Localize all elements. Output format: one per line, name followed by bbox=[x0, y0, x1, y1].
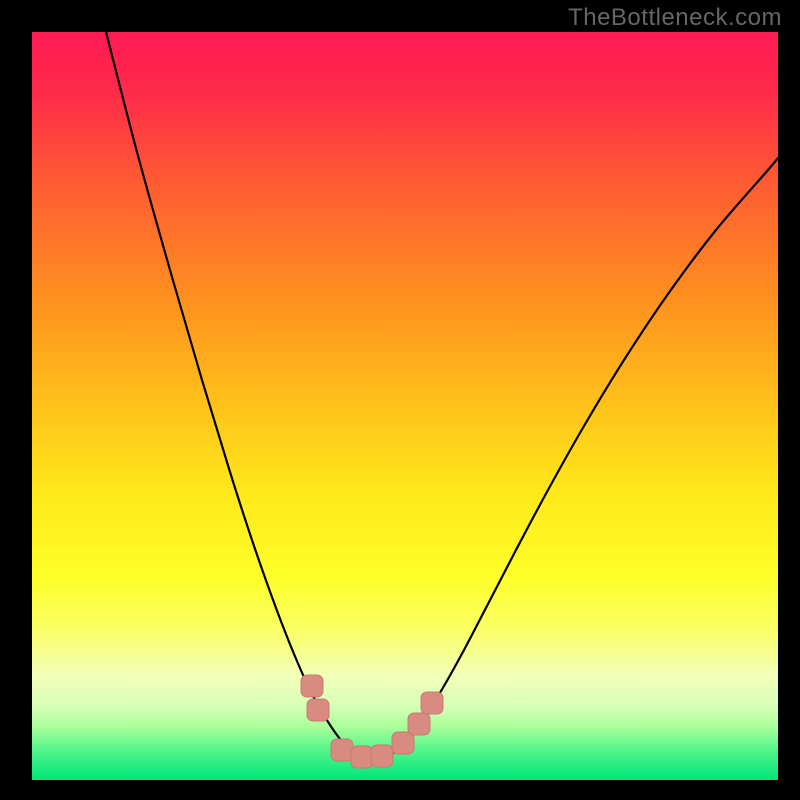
curve-marker bbox=[307, 699, 329, 721]
bottleneck-curve bbox=[106, 32, 778, 759]
chart-curve-layer bbox=[32, 32, 778, 780]
curve-marker bbox=[421, 692, 443, 714]
curve-marker bbox=[351, 746, 373, 768]
curve-marker bbox=[392, 732, 414, 754]
curve-marker bbox=[331, 739, 353, 761]
watermark-text: TheBottleneck.com bbox=[568, 4, 782, 32]
chart-plot-area bbox=[32, 32, 778, 780]
curve-marker bbox=[301, 675, 323, 697]
curve-marker bbox=[371, 745, 393, 767]
curve-marker bbox=[408, 713, 430, 735]
